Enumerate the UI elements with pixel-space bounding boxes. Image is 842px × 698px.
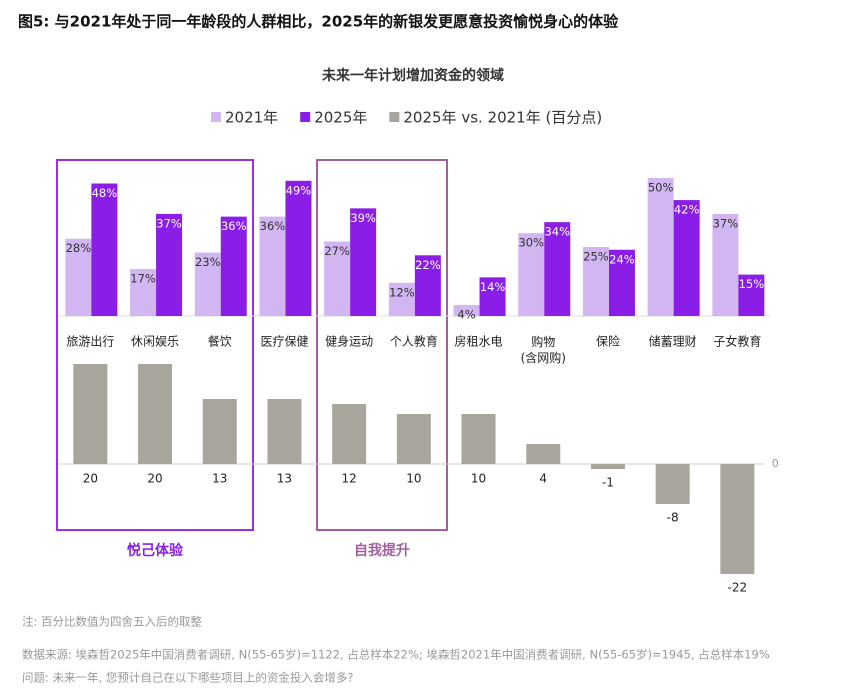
value-label: 25% [583,250,609,264]
value-label: 17% [130,272,156,286]
diff-bar [461,414,496,464]
note: 注: 百分比数值为四舍五入后的取整 [22,615,203,629]
legend-swatch [300,112,311,122]
legend-label: 2025年 [314,109,367,127]
diff-label: -22 [728,581,748,595]
value-label: 27% [324,244,350,258]
legend-label: 2021年 [225,109,278,127]
y2-tick-label: 0 [772,457,779,470]
diff-label: -1 [602,476,614,490]
x-tick-label: 健身运动 [325,334,373,349]
bar [91,183,118,316]
bar [544,222,571,316]
diff-bar [73,364,108,464]
bar [673,200,700,316]
group-box [56,159,254,531]
group-label: 悦己体验 [127,542,184,559]
diff-bar [396,414,431,464]
bar [285,180,312,316]
value-label: 22% [415,258,441,272]
diff-label: 20 [147,472,162,486]
diff-label: 4 [539,472,547,486]
bar [130,269,157,316]
diff-label: 10 [406,472,421,486]
value-label: 36% [260,219,286,233]
diff-bar [526,444,561,464]
bar [582,247,609,316]
note: 问题: 未来一年, 您预计自己在以下哪些项目上的资金投入会增多? [22,671,353,685]
legend-label: 2025年 vs. 2021年 (百分点) [403,109,602,127]
x-tick-label: 房租水电 [455,334,503,349]
legend-swatch [389,112,400,122]
page-title: 图5: 与2021年处于同一年龄段的人群相比，2025年的新银发更愿意投资愉悦身… [18,13,619,31]
x-tick-label: 保险 [596,334,620,349]
diff-bar [138,364,173,464]
bar [324,241,351,316]
value-label: 36% [221,219,247,233]
value-label: 37% [156,216,182,230]
value-label: 24% [609,252,635,266]
bar [647,178,674,316]
x-tick-label: 餐饮 [208,334,232,349]
bar [220,216,247,316]
bar [156,213,183,316]
bar [388,282,415,316]
value-label: 14% [480,280,506,294]
x-tick-label: 购物(含网购) [521,334,566,365]
diff-label: 20 [83,472,98,486]
x-tick-label: 休闲娱乐 [131,335,179,349]
value-label: 37% [713,216,739,230]
value-label: 30% [518,236,544,250]
x-tick-label: 子女教育 [713,334,761,349]
diff-bar [720,464,755,574]
note: 数据来源: 埃森哲2025年中国消费者调研, N(55-65岁)=1122, 占… [22,648,770,662]
diff-bar [202,399,237,464]
value-label: 48% [92,186,118,200]
diff-bar [332,404,367,464]
value-label: 12% [389,285,415,299]
value-label: 50% [648,181,674,195]
diff-label: -8 [667,511,679,525]
value-label: 15% [739,277,765,291]
value-label: 39% [350,211,376,225]
bar [712,213,739,316]
value-label: 42% [674,203,700,217]
diff-bar [655,464,690,504]
chart-title: 未来一年计划增加资金的领域 [322,67,504,84]
bar [350,208,377,316]
x-tick-label: 储蓄理财 [649,334,697,349]
diff-bar [267,399,302,464]
x-tick-label: 医疗保健 [260,335,308,349]
x-tick-label: 旅游出行 [66,335,114,349]
bar [738,274,765,316]
diff-label: 13 [277,472,292,486]
value-label: 23% [195,255,221,269]
bar [194,252,221,316]
group-box [316,159,448,531]
diff-label: 13 [212,472,227,486]
diff-label: 12 [342,472,357,486]
value-label: 28% [66,241,92,255]
value-label: 4% [457,307,475,321]
group-label: 自我提升 [354,542,410,559]
legend-swatch [211,112,221,122]
x-tick-label: 个人教育 [390,334,438,349]
bar [479,277,506,316]
value-label: 34% [544,225,570,239]
diff-bar [590,464,625,469]
bar [414,255,441,316]
bar [65,238,92,316]
diff-label: 10 [471,472,486,486]
value-label: 49% [286,183,312,197]
bar [453,304,480,316]
bar [259,216,286,316]
bar [608,249,635,316]
bar [518,233,545,316]
